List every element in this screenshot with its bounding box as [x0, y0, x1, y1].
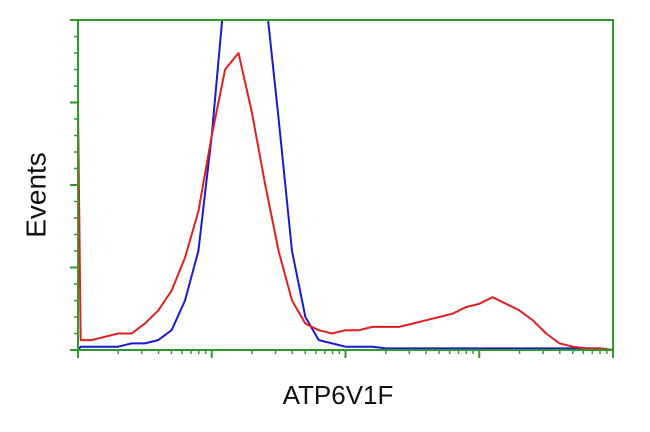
series-line	[78, 52, 613, 350]
y-axis-label: Events	[20, 152, 51, 238]
x-axis-label: ATP6V1F	[283, 380, 394, 410]
series-line	[78, 20, 613, 350]
plot-frame	[77, 19, 614, 351]
